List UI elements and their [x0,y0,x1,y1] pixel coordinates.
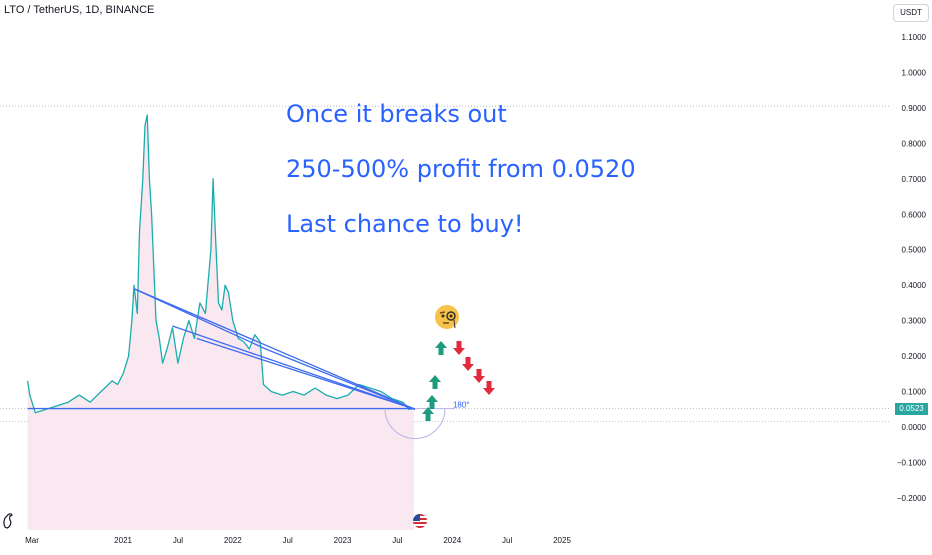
x-tick-label: 2022 [224,536,242,545]
last-price-tag: 0.0523 [895,403,928,415]
y-tick-label: 0.8000 [902,139,927,148]
y-tick-label: 0.2000 [902,352,927,361]
up-arrow-icon [429,375,441,389]
x-tick-label: 2023 [334,536,352,545]
y-tick-label: 0.4000 [902,281,927,290]
down-arrow-icon [462,357,474,371]
currency-button[interactable]: USDT [893,4,929,22]
x-tick-label: Jul [173,536,183,545]
x-tick-label: Jul [392,536,402,545]
annotation-profit: 250-500% profit from 0.0520 [286,155,636,183]
y-tick-label: 0.7000 [902,175,927,184]
tradingview-logo-icon[interactable] [2,511,16,529]
price-area [27,115,414,530]
x-tick-label: 2021 [114,536,132,545]
trendline [133,288,416,410]
down-arrow-icon [453,341,465,355]
monocle-face-icon [434,304,460,330]
x-tick-label: 2024 [443,536,461,545]
angle-label: 180° [453,401,470,410]
annotation-breakout: Once it breaks out [286,100,507,128]
y-tick-label: 0.5000 [902,246,927,255]
y-tick-label: 1.1000 [902,33,927,42]
x-tick-label: Jul [283,536,293,545]
up-arrow-icon [422,407,434,421]
symbol-title: LTO / TetherUS, 1D, BINANCE [4,4,155,16]
trendline [172,325,416,410]
y-tick-label: −0.1000 [897,458,927,467]
trendline [196,337,416,410]
annotation-buy: Last chance to buy! [286,210,524,238]
y-tick-label: 1.0000 [902,68,927,77]
down-arrow-icon [483,381,495,395]
trendline [133,288,416,410]
angle-arc [384,408,446,439]
y-tick-label: 0.6000 [902,210,927,219]
us-flag-icon[interactable] [413,514,427,528]
down-arrow-icon [473,369,485,383]
y-tick-label: −0.2000 [897,494,927,503]
x-tick-label: Mar [25,536,39,545]
y-tick-label: 0.1000 [902,388,927,397]
up-arrow-icon [426,395,438,409]
y-tick-label: 0.9000 [902,104,927,113]
x-tick-label: Jul [502,536,512,545]
y-tick-label: 0.3000 [902,317,927,326]
x-tick-label: 2025 [553,536,571,545]
up-arrow-icon [435,341,447,355]
price-line [26,114,414,414]
y-tick-label: 0.0000 [902,423,927,432]
